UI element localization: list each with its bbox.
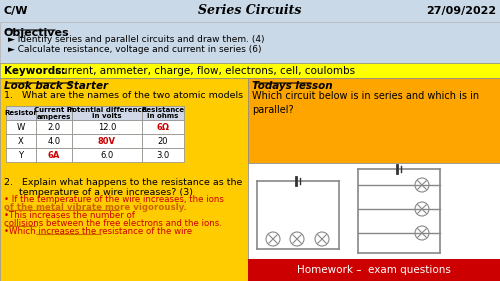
- Text: Which circuit below is in series and which is in
parallel?: Which circuit below is in series and whi…: [252, 91, 479, 115]
- Bar: [142, 106, 184, 120]
- Text: •Which increases the resistance of the wire: •Which increases the resistance of the w…: [4, 227, 192, 236]
- Bar: [248, 163, 500, 259]
- Text: 4.0: 4.0: [48, 137, 60, 146]
- Bar: [142, 120, 184, 134]
- Text: collisions between the free electrons and the ions.: collisions between the free electrons an…: [4, 219, 222, 228]
- Bar: [248, 78, 500, 163]
- Text: Todays lesson: Todays lesson: [252, 81, 332, 91]
- Text: Resistance
in ohms: Resistance in ohms: [142, 106, 184, 119]
- Text: 2.   Explain what happens to the resistance as the
     temperature of a wire in: 2. Explain what happens to the resistanc…: [4, 178, 242, 197]
- Text: 6Ω: 6Ω: [156, 123, 170, 132]
- Bar: [0, 63, 500, 78]
- Bar: [6, 134, 36, 148]
- Text: 6A: 6A: [48, 151, 60, 160]
- Bar: [72, 148, 142, 162]
- Bar: [6, 106, 36, 120]
- Text: X: X: [18, 137, 24, 146]
- Text: Look back Starter: Look back Starter: [4, 81, 108, 91]
- Bar: [0, 22, 500, 63]
- Text: Y: Y: [18, 151, 24, 160]
- Text: of the metal vibrate more vigorously.: of the metal vibrate more vigorously.: [4, 203, 187, 212]
- Bar: [0, 0, 500, 22]
- Text: Current in
amperes: Current in amperes: [34, 106, 74, 119]
- Bar: [142, 148, 184, 162]
- Bar: [36, 120, 72, 134]
- Text: Resistor: Resistor: [4, 110, 38, 116]
- Bar: [248, 259, 500, 281]
- Text: 20: 20: [158, 137, 168, 146]
- Text: Potential difference
in volts: Potential difference in volts: [67, 106, 147, 119]
- Bar: [6, 148, 36, 162]
- Text: Keywords:: Keywords:: [4, 65, 66, 76]
- Text: 6.0: 6.0: [100, 151, 114, 160]
- Text: Homework –  exam questions: Homework – exam questions: [297, 265, 451, 275]
- Bar: [36, 134, 72, 148]
- Text: 12.0: 12.0: [98, 123, 116, 132]
- Bar: [72, 120, 142, 134]
- Bar: [36, 148, 72, 162]
- Text: C/W: C/W: [4, 6, 28, 16]
- Bar: [36, 106, 72, 120]
- Bar: [72, 134, 142, 148]
- Text: 2.0: 2.0: [48, 123, 60, 132]
- Bar: [0, 78, 248, 281]
- Text: current, ammeter, charge, flow, electrons, cell, coulombs: current, ammeter, charge, flow, electron…: [52, 65, 355, 76]
- Text: 1.   What are the names of the two atomic models: 1. What are the names of the two atomic …: [4, 91, 243, 100]
- Text: 80V: 80V: [98, 137, 116, 146]
- Text: ► Identify series and parallel circuits and draw them. (4): ► Identify series and parallel circuits …: [8, 35, 264, 44]
- Text: Objectives: Objectives: [4, 28, 70, 38]
- Bar: [72, 106, 142, 120]
- Text: •This increases the number of: •This increases the number of: [4, 211, 135, 220]
- Text: W: W: [17, 123, 25, 132]
- Text: 3.0: 3.0: [156, 151, 170, 160]
- Bar: [6, 120, 36, 134]
- Text: ► Calculate resistance, voltage and current in series (6): ► Calculate resistance, voltage and curr…: [8, 45, 262, 54]
- Text: • If the temperature of the wire increases, the ions: • If the temperature of the wire increas…: [4, 195, 224, 204]
- Bar: [142, 134, 184, 148]
- Text: Series Circuits: Series Circuits: [198, 4, 302, 17]
- Text: 27/09/2022: 27/09/2022: [426, 6, 496, 16]
